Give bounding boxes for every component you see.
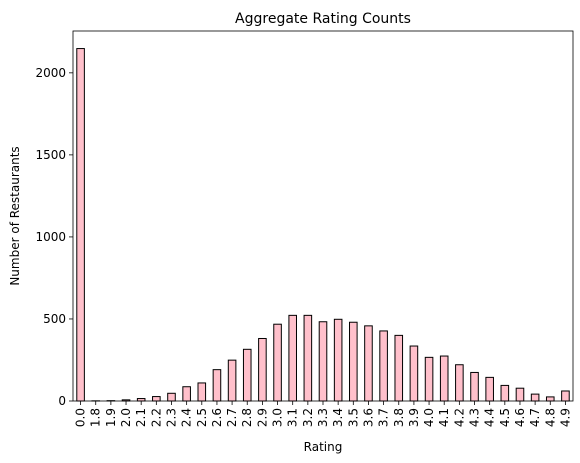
x-tick-label: 1.9 bbox=[104, 408, 118, 427]
y-axis-label: Number of Restaurants bbox=[8, 146, 22, 285]
bar-2.9 bbox=[258, 337, 267, 402]
x-tick-label: 3.2 bbox=[301, 408, 315, 427]
x-tick-label: 3.8 bbox=[392, 408, 406, 427]
x-tick-label: 4.4 bbox=[483, 408, 497, 427]
x-tick-label: 3.0 bbox=[271, 408, 285, 427]
bar-2.2 bbox=[152, 396, 161, 402]
x-tick-label: 3.3 bbox=[316, 408, 330, 427]
x-tick-label: 4.7 bbox=[528, 408, 542, 427]
bar-0.0 bbox=[76, 48, 85, 402]
bar-2.6 bbox=[212, 369, 222, 402]
bar-4.3 bbox=[470, 371, 479, 402]
x-tick-label: 2.5 bbox=[195, 408, 209, 427]
x-tick-label: 3.1 bbox=[286, 408, 300, 427]
x-tick-label: 2.1 bbox=[134, 408, 148, 427]
x-tick-label: 2.8 bbox=[240, 408, 254, 427]
x-tick-label: 4.6 bbox=[513, 408, 527, 427]
bar-2.4 bbox=[182, 386, 191, 402]
x-tick-label: 4.1 bbox=[437, 408, 451, 427]
bar-4.8 bbox=[545, 396, 555, 402]
x-tick-label: 4.2 bbox=[452, 408, 466, 427]
x-tick-label: 2.2 bbox=[149, 408, 163, 427]
bar-3.1 bbox=[288, 314, 297, 402]
bar-3.0 bbox=[273, 323, 282, 402]
y-tick-label: 2000 bbox=[35, 66, 66, 80]
x-axis-label: Rating bbox=[304, 440, 343, 454]
bar-3.9 bbox=[409, 345, 419, 402]
bar-4.6 bbox=[515, 387, 525, 402]
bar-4.9 bbox=[561, 390, 570, 402]
bar-4.5 bbox=[500, 384, 510, 402]
bar-3.5 bbox=[349, 321, 358, 402]
x-tick-label: 3.5 bbox=[346, 408, 360, 427]
y-tick-label: 1500 bbox=[35, 148, 66, 162]
y-axis-ticks: 0 500 1000 1500 2000 bbox=[35, 66, 73, 408]
x-tick-label: 2.7 bbox=[225, 408, 239, 427]
bar-4.2 bbox=[455, 364, 464, 402]
x-tick-label: 2.0 bbox=[119, 408, 133, 427]
bar-3.3 bbox=[318, 321, 328, 402]
bar-3.7 bbox=[379, 330, 388, 402]
x-tick-label: 4.8 bbox=[543, 408, 557, 427]
bar-4.1 bbox=[439, 355, 449, 402]
x-tick-label: 4.9 bbox=[558, 408, 572, 427]
x-tick-label: 4.3 bbox=[468, 408, 482, 427]
bar-3.4 bbox=[333, 318, 343, 402]
bar-3.8 bbox=[394, 334, 404, 402]
bar-2.8 bbox=[242, 348, 252, 402]
x-tick-label: 1.8 bbox=[89, 408, 103, 427]
x-tick-label: 3.9 bbox=[407, 408, 421, 427]
x-tick-label: 3.6 bbox=[361, 408, 375, 427]
x-tick-label: 2.4 bbox=[180, 408, 194, 427]
x-tick-label: 0.0 bbox=[74, 408, 88, 427]
x-tick-label: 3.7 bbox=[377, 408, 391, 427]
x-tick-label: 4.0 bbox=[422, 408, 436, 427]
x-tick-label: 2.3 bbox=[164, 408, 178, 427]
chart-title: Aggregate Rating Counts bbox=[235, 11, 411, 27]
bar-3.2 bbox=[303, 314, 313, 402]
bars-group bbox=[76, 48, 570, 402]
bar-4.4 bbox=[485, 376, 494, 402]
y-tick-label: 500 bbox=[43, 312, 66, 326]
bar-2.5 bbox=[197, 382, 207, 402]
bar-4.7 bbox=[530, 393, 540, 402]
x-tick-label: 2.9 bbox=[255, 408, 269, 427]
y-tick-label: 0 bbox=[58, 394, 66, 408]
bar-3.6 bbox=[364, 325, 373, 402]
bar-2.7 bbox=[227, 359, 237, 402]
x-tick-label: 2.6 bbox=[210, 408, 224, 427]
x-tick-label: 4.5 bbox=[498, 408, 512, 427]
bar-4.0 bbox=[424, 356, 434, 402]
y-tick-label: 1000 bbox=[35, 230, 66, 244]
x-axis-ticks: 0.0 1.8 1.9 2.0 2.1 2.2 2.3 2.4 2.5 2.6 2.7 2.8 2.9 3… bbox=[74, 401, 572, 427]
bar-2.3 bbox=[167, 392, 176, 402]
x-tick-label: 3.4 bbox=[331, 408, 345, 427]
